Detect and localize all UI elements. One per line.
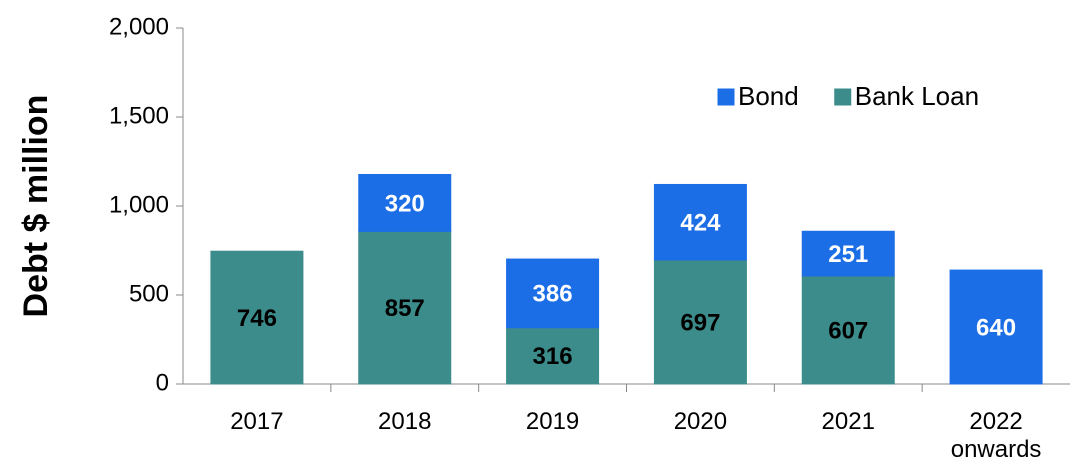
data-label: 424 (680, 210, 721, 237)
data-label: 251 (828, 241, 868, 268)
data-label: 857 (385, 295, 425, 322)
legend-label: Bond (738, 81, 799, 111)
bar-segment (358, 173, 452, 232)
y-tick-label: 500 (129, 280, 169, 307)
data-label: 607 (828, 317, 868, 344)
bar-segment (801, 275, 895, 385)
data-label: 746 (237, 305, 277, 332)
data-label: 640 (976, 314, 1016, 341)
bar-segment (949, 269, 1043, 385)
data-label: 320 (385, 190, 425, 217)
y-tick-label: 0 (156, 369, 169, 396)
bar-segment (506, 327, 600, 385)
bar-segment (653, 259, 747, 385)
y-tick-label: 1,000 (109, 191, 169, 218)
y-axis-title: Debt $ million (17, 95, 55, 318)
x-tick-label: 2022 onwards (950, 408, 1042, 463)
x-tick-label: 2020 (673, 408, 728, 435)
bar-segment (210, 250, 304, 385)
bar-segment (506, 258, 600, 329)
bar-segment (358, 230, 452, 385)
legend-label: Bank Loan (855, 81, 979, 111)
data-label: 316 (533, 343, 573, 370)
x-tick-label: 2019 (525, 408, 580, 435)
x-tick-label: 2017 (230, 408, 284, 435)
x-tick-label: 2021 (821, 408, 875, 435)
data-label: 697 (680, 309, 720, 336)
y-tick-label: 1,500 (109, 102, 169, 129)
data-label: 386 (533, 281, 573, 308)
x-tick-label: 2018 (378, 408, 432, 435)
bar-segment (801, 230, 895, 277)
y-tick-label: 2,000 (109, 13, 169, 40)
legend-swatch (717, 88, 735, 106)
legend-swatch (834, 88, 852, 106)
bar-segment (653, 183, 747, 261)
